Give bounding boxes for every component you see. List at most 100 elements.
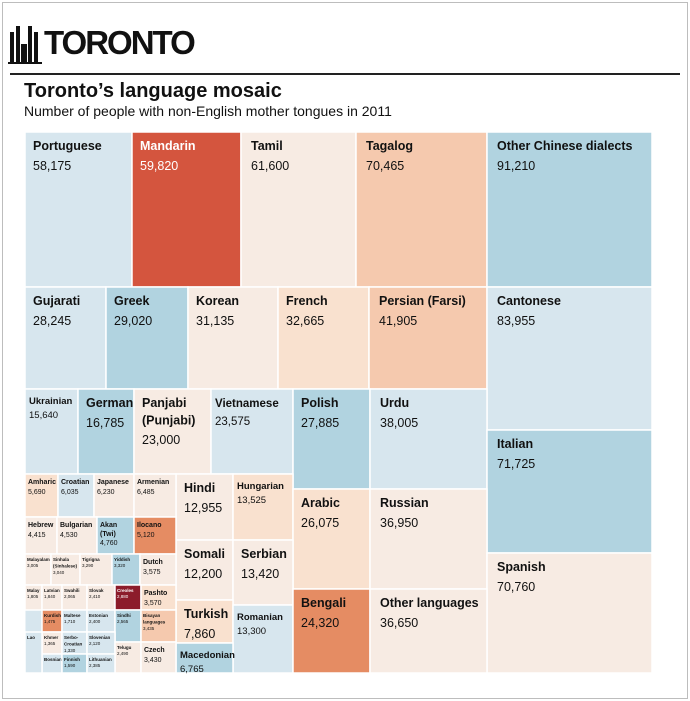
cell-value: 7,860 xyxy=(184,627,215,641)
cell-value: 70,760 xyxy=(497,580,535,594)
treemap-cell-pashto: Pashto 3,570 xyxy=(140,584,177,611)
cell-label: Macedonian xyxy=(180,650,235,661)
cell-label: Amharic xyxy=(28,479,56,486)
cell-value: 12,200 xyxy=(184,567,222,581)
cell-label: Portuguese xyxy=(33,139,102,153)
cell-label: Bosnian xyxy=(44,657,62,662)
cell-label: Persian (Farsi) xyxy=(379,294,466,308)
treemap-cell-italian: Italian 71,725 xyxy=(486,429,653,554)
cell-value: 5,120 xyxy=(137,532,155,539)
cell-value: 41,905 xyxy=(379,314,417,328)
treemap-tile-lao xyxy=(24,631,43,674)
cell-value: 71,725 xyxy=(497,457,535,471)
cell-label: Latvian xyxy=(44,588,60,593)
treemap-cell-german: German 16,785 xyxy=(77,388,135,475)
cell-value: 1,805 xyxy=(27,594,39,599)
treemap-tile-dutch xyxy=(139,553,177,586)
cell-value: 2,565 xyxy=(117,619,129,624)
treemap-tile-sinhala-sinhalese xyxy=(50,553,81,586)
cell-label-line: (Punjabi) xyxy=(142,414,195,428)
treemap-cell-bulgarian: Bulgarian 4,530 xyxy=(56,516,98,555)
treemap-tile-telugu xyxy=(114,641,142,674)
cell-label: Other Chinese dialects xyxy=(497,139,633,153)
cell-value: 38,005 xyxy=(380,416,418,430)
treemap-cell-czech: Czech 3,430 xyxy=(140,641,177,674)
cell-label: Sinhala xyxy=(53,557,70,562)
filler-tile xyxy=(24,609,43,633)
cell-label: French xyxy=(286,294,328,308)
cell-value: 91,210 xyxy=(497,159,535,173)
cell-label: Tigrigna xyxy=(82,557,100,562)
cell-value: 26,075 xyxy=(301,516,339,530)
treemap-tile-greek xyxy=(105,286,189,390)
treemap-tile-cantonese xyxy=(486,286,653,431)
treemap-tile-polish xyxy=(292,388,371,490)
cell-value: 3,040 xyxy=(53,570,65,575)
cell-value: 58,175 xyxy=(33,159,71,173)
cell-label: Malayalam xyxy=(27,557,50,562)
cell-value: 70,465 xyxy=(366,159,404,173)
cell-value: 2,880 xyxy=(117,594,129,599)
cell-label: Somali xyxy=(184,547,225,561)
cell-label: Russian xyxy=(380,496,429,510)
treemap-cell-other-languages: Other languages 36,650 xyxy=(369,588,488,674)
treemap-cell-ilocano: Ilocano 5,120 xyxy=(133,516,177,555)
treemap-tile-urdu xyxy=(369,388,488,490)
cell-value: 3,320 xyxy=(114,563,126,568)
cell-label: Ilocano xyxy=(137,522,162,529)
treemap-cell-dutch: Dutch 3,575 xyxy=(139,553,177,586)
cell-label: Hebrew xyxy=(28,522,54,529)
treemap-tile-armenian xyxy=(133,473,177,518)
treemap-cell-mandarin: Mandarin 59,820 xyxy=(131,131,242,288)
cell-label: Hungarian xyxy=(237,481,284,492)
cell-label: Khmer xyxy=(44,635,59,640)
treemap-tile-portuguese xyxy=(24,131,133,288)
treemap-cell-panjabi-punjabi: Panjabi(Punjabi)Panjabi (Punjabi)23,000 xyxy=(133,388,212,475)
cell-label: Ukrainian xyxy=(29,396,72,407)
treemap-cell-greek: Greek 29,020 xyxy=(105,286,189,390)
cell-label: Pashto xyxy=(144,590,167,597)
cell-label: Bisayan xyxy=(143,613,161,618)
cell-label: Turkish xyxy=(184,607,228,621)
cell-value: 1,840 xyxy=(44,594,56,599)
cell-value: 3,430 xyxy=(144,657,162,664)
treemap-cell-korean: Korean 31,135 xyxy=(187,286,279,390)
toronto-city-hall-logo-icon xyxy=(8,26,42,64)
treemap-tile-tagalog xyxy=(355,131,488,288)
cell-label: Panjabi xyxy=(142,396,186,410)
cell-label: Italian xyxy=(497,437,533,451)
cell-value: 4,415 xyxy=(28,532,46,539)
cell-value: 29,020 xyxy=(114,314,152,328)
treemap-cell-japanese: Japanese 6,230 xyxy=(93,473,135,518)
treemap-cell-lao: Lao xyxy=(24,631,43,674)
cell-label: Romanian xyxy=(237,612,283,623)
chart-subtitle: Number of people with non-English mother… xyxy=(24,103,392,119)
cell-value: 36,650 xyxy=(380,616,418,630)
treemap-cell-hungarian: Hungarian 13,525 xyxy=(232,473,294,541)
treemap-cell-russian: Russian 36,950 xyxy=(369,488,488,590)
cell-label: German xyxy=(86,396,133,410)
treemap-cell-cantonese: Cantonese 83,955 xyxy=(486,286,653,431)
cell-value: 15,640 xyxy=(29,410,58,421)
cell-label: Dutch xyxy=(143,559,163,566)
cell-value: 6,485 xyxy=(137,489,155,496)
cell-value: 27,885 xyxy=(301,416,339,430)
cell-label: Serbo- xyxy=(64,635,79,640)
cell-label: Maltese xyxy=(64,613,81,618)
cell-value: 31,135 xyxy=(196,314,234,328)
treemap-tile-lithuanian xyxy=(86,653,116,674)
cell-value: 1,710 xyxy=(64,619,76,624)
treemap-tile-czech xyxy=(140,641,177,674)
cell-label: Akan xyxy=(100,522,117,529)
cell-value: 6,035 xyxy=(61,489,79,496)
cell-value: 61,600 xyxy=(251,159,289,173)
